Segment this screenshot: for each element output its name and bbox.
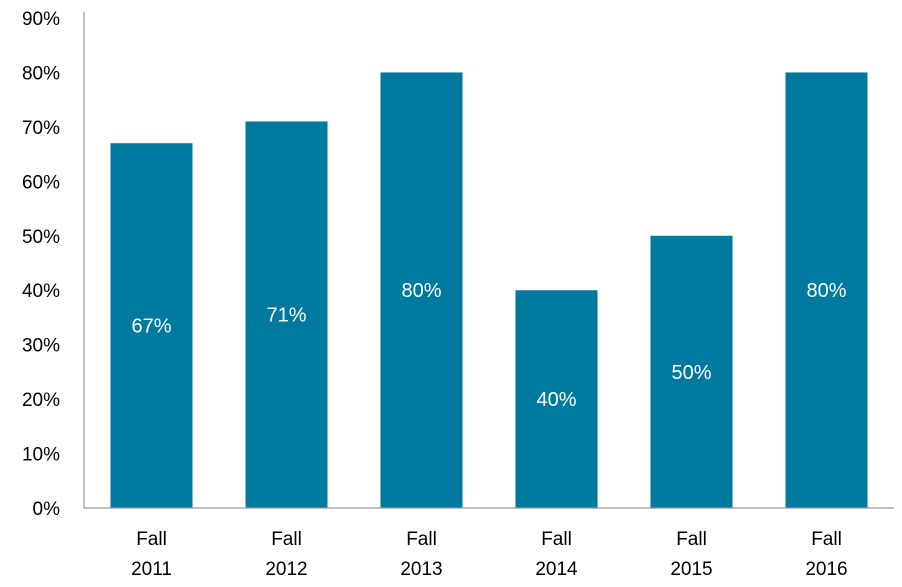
bar-series bbox=[110, 72, 868, 508]
x-category-label: Fall bbox=[406, 529, 437, 550]
y-tick-label: 0% bbox=[33, 499, 61, 520]
x-category-label: 2015 bbox=[670, 559, 712, 580]
x-category-label: Fall bbox=[811, 529, 842, 550]
x-axis-category-labels: Fall 2011 Fall 2012 Fall 2013 Fall 2014 Fall 2015… bbox=[131, 529, 848, 580]
x-category-label: Fall bbox=[271, 529, 302, 550]
y-tick-label: 30% bbox=[22, 336, 60, 357]
data-labels: 67% 71% 80% 40% 50% 80% bbox=[131, 280, 846, 411]
data-label: 40% bbox=[536, 389, 576, 411]
bar bbox=[785, 72, 868, 508]
y-tick-label: 60% bbox=[22, 172, 60, 193]
x-category-label: Fall bbox=[541, 529, 572, 550]
x-category-label: 2012 bbox=[265, 559, 307, 580]
data-label: 80% bbox=[401, 280, 441, 302]
data-label: 67% bbox=[131, 316, 171, 338]
data-label: 50% bbox=[671, 362, 711, 384]
y-tick-label: 50% bbox=[22, 227, 60, 248]
data-label: 80% bbox=[806, 280, 846, 302]
y-tick-label: 80% bbox=[22, 63, 60, 84]
y-axis-tick-labels: 0% 10% 20% 30% 40% 50% 60% 70% 80% 90% bbox=[22, 9, 60, 520]
x-category-label: 2011 bbox=[131, 559, 172, 580]
y-tick-label: 10% bbox=[22, 445, 60, 466]
bar bbox=[380, 72, 463, 508]
y-tick-label: 20% bbox=[22, 390, 60, 411]
x-category-label: Fall bbox=[136, 529, 167, 550]
x-category-label: 2016 bbox=[805, 559, 847, 580]
x-category-label: Fall bbox=[676, 529, 707, 550]
bar bbox=[650, 235, 733, 508]
y-tick-label: 40% bbox=[22, 281, 60, 302]
bar bbox=[245, 121, 328, 508]
x-category-label: 2013 bbox=[400, 559, 442, 580]
axes bbox=[83, 12, 894, 509]
bar bbox=[515, 290, 598, 508]
x-category-label: 2014 bbox=[535, 559, 578, 580]
bar bbox=[110, 143, 193, 508]
y-tick-label: 90% bbox=[22, 9, 60, 30]
y-tick-label: 70% bbox=[22, 118, 60, 139]
data-label: 71% bbox=[266, 305, 306, 327]
